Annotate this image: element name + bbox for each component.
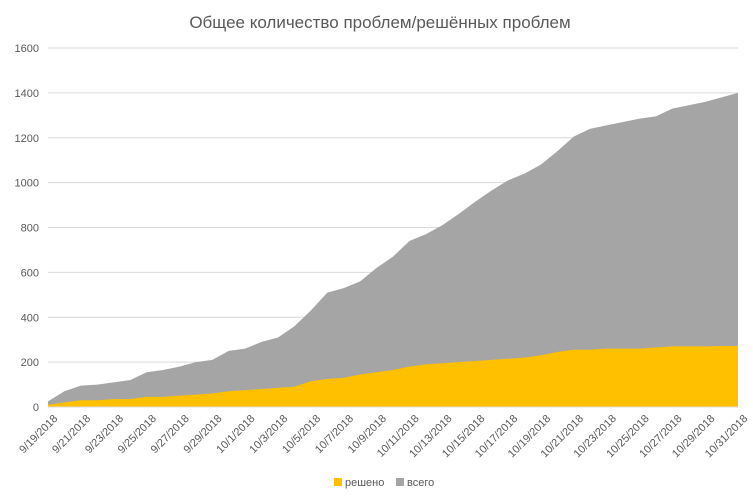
legend-swatch-solved [334,478,342,486]
legend-label-solved: решено [345,477,384,489]
y-tick-label: 800 [21,223,39,235]
legend-label-total: всего [407,477,434,489]
y-tick-label: 400 [21,312,39,324]
y-tick-label: 1000 [15,178,39,190]
series-area-total [48,92,738,407]
y-tick-label: 0 [33,402,39,414]
y-tick-label: 200 [21,357,39,369]
series-area-solved [48,345,738,407]
y-tick-label: 1600 [15,43,39,55]
legend: решено всего [334,477,434,489]
y-tick-label: 1400 [15,88,39,100]
series-areas [48,92,738,407]
y-tick-label: 600 [21,267,39,279]
chart-title: Общее количество проблем/решённых пробле… [189,13,570,32]
y-tick-label: 1200 [15,133,39,145]
legend-swatch-total [396,478,404,486]
